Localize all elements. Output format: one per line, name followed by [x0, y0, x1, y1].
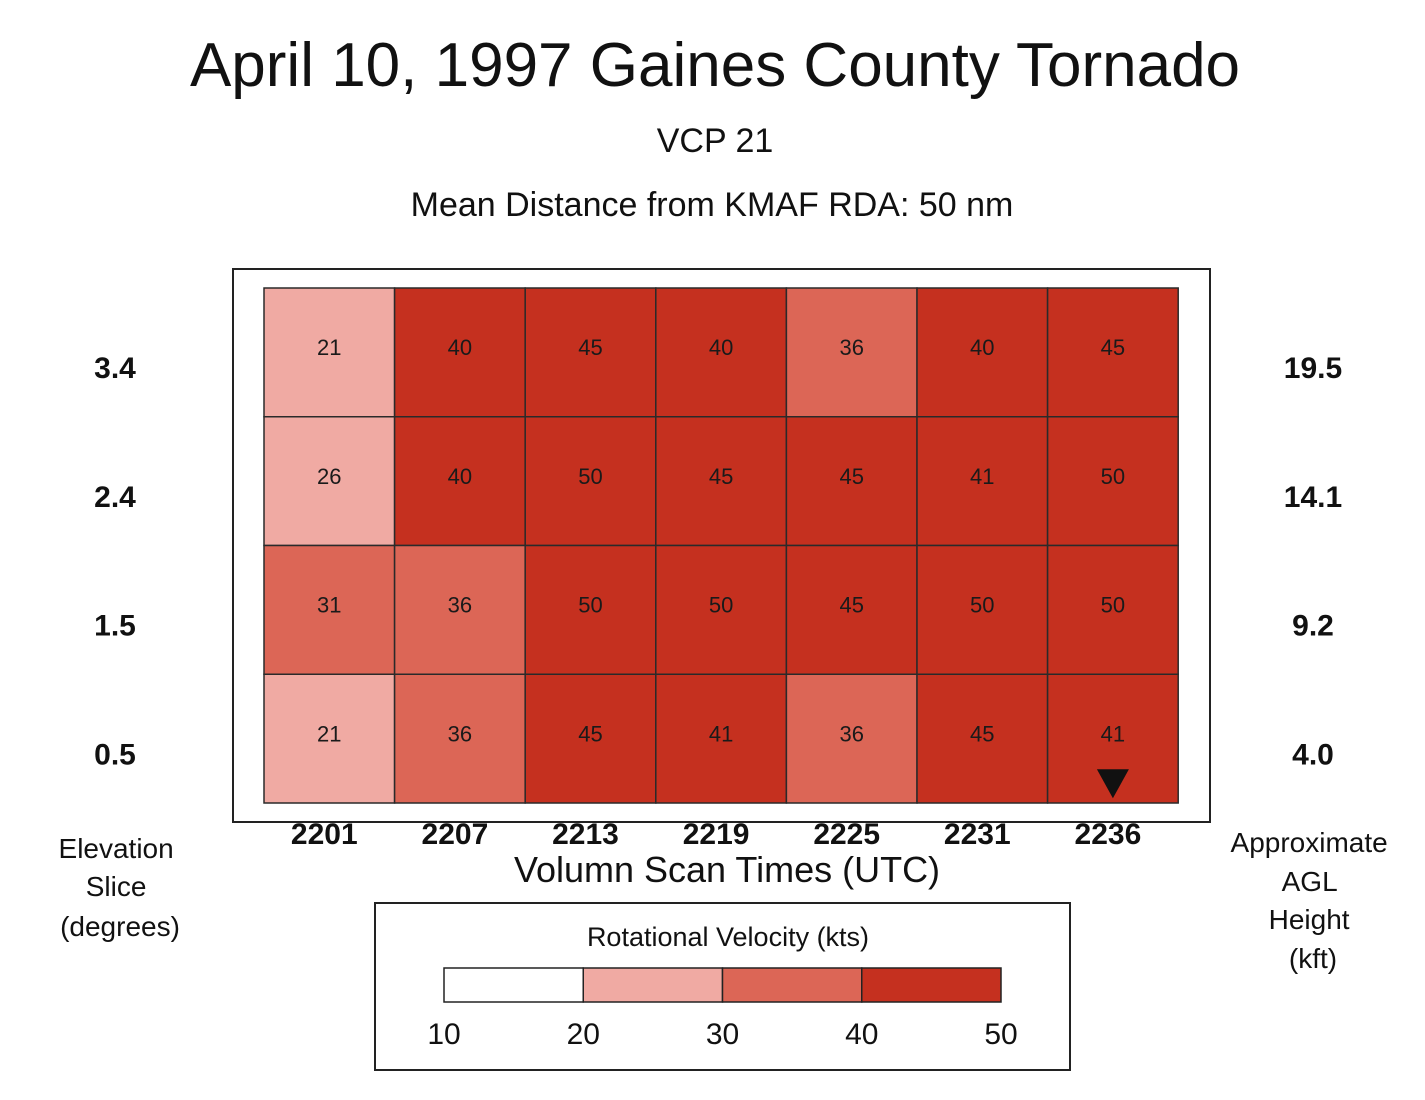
cell-value-label: 40 — [709, 335, 733, 360]
heatmap-cell — [785, 416, 918, 547]
y-axis-right-label-line: Height — [1269, 904, 1350, 935]
y-axis-left-label: Elevation Slice (degrees) — [59, 833, 182, 942]
y-axis-right-label-line: AGL — [1282, 866, 1337, 897]
legend-box — [374, 902, 1071, 1071]
legend-tick-label: 10 — [427, 1018, 460, 1051]
heatmap-cell — [785, 673, 918, 804]
cell-value-label: 36 — [448, 721, 472, 746]
y-axis-left-label-line: (degrees) — [60, 911, 180, 942]
heatmap-cell — [524, 416, 657, 547]
heatmap-cell — [263, 544, 396, 675]
y-left-tick-label: 3.4 — [94, 352, 136, 385]
cell-value-label: 31 — [317, 593, 341, 618]
heatmap-cell — [1046, 287, 1179, 418]
heatmap-cell — [1046, 544, 1179, 675]
legend-color-bin — [443, 967, 584, 1003]
cell-value-label: 50 — [709, 593, 733, 618]
heatmap-cell — [393, 544, 526, 675]
cell-value-label: 50 — [970, 593, 994, 618]
chart-title: April 10, 1997 Gaines County Tornado — [190, 31, 1240, 100]
x-tick-label: 2231 — [944, 818, 1011, 851]
y-axis-right-ticks: 19.5 14.1 9.2 4.0 — [1284, 352, 1342, 771]
heatmap-cells: 21 40 45 40 36 40 45 26 40 50 45 45 41 50 31 36 50 50 45 50… — [263, 287, 1179, 804]
heatmap-cell — [393, 416, 526, 547]
y-axis-left-label-line: Elevation — [59, 833, 174, 864]
legend-color-bin — [861, 967, 1002, 1003]
y-axis-right-label-line: Approximate — [1231, 827, 1388, 858]
y-axis-left-label-line: Slice — [86, 871, 147, 902]
cell-value-label: 50 — [1101, 464, 1125, 489]
x-axis-label: Volumn Scan Times (UTC) — [514, 849, 940, 890]
y-right-tick-label: 14.1 — [1284, 481, 1342, 514]
legend-color-bins — [443, 967, 1002, 1003]
cell-value-label: 41 — [1101, 721, 1125, 746]
y-axis-right-label: Approximate AGL Height (kft) — [1231, 827, 1396, 974]
cell-value-label: 50 — [578, 593, 602, 618]
legend-title: Rotational Velocity (kts) — [587, 922, 869, 952]
y-axis-left-ticks: 3.4 2.4 1.5 0.5 — [94, 352, 136, 771]
x-tick-label: 2225 — [813, 818, 880, 851]
cell-value-label: 36 — [448, 593, 472, 618]
y-right-tick-label: 9.2 — [1292, 610, 1334, 643]
heatmap-cell — [655, 287, 788, 418]
cell-value-label: 45 — [970, 721, 994, 746]
y-axis-right-label-line: (kft) — [1289, 943, 1337, 974]
cell-value-label: 21 — [317, 335, 341, 360]
cell-value-label: 40 — [448, 464, 472, 489]
y-right-tick-label: 19.5 — [1284, 352, 1342, 385]
y-left-tick-label: 0.5 — [94, 738, 136, 771]
cell-value-label: 45 — [578, 335, 602, 360]
cell-value-label: 36 — [839, 721, 863, 746]
heatmap-cell — [655, 416, 788, 547]
heatmap-cell — [655, 673, 788, 804]
cell-value-label: 45 — [839, 593, 863, 618]
cell-value-label: 45 — [839, 464, 863, 489]
cell-value-label: 40 — [970, 335, 994, 360]
cell-value-label: 45 — [709, 464, 733, 489]
y-left-tick-label: 1.5 — [94, 610, 136, 643]
heatmap-cell — [393, 287, 526, 418]
legend-color-bin — [582, 967, 724, 1003]
cell-value-label: 36 — [839, 335, 863, 360]
cell-value-label: 26 — [317, 464, 341, 489]
legend-color-bin — [721, 967, 863, 1003]
x-tick-label: 2201 — [291, 818, 358, 851]
x-tick-label: 2236 — [1075, 818, 1142, 851]
legend-tick-label: 30 — [706, 1018, 739, 1051]
heatmap-cell — [916, 544, 1049, 675]
y-right-tick-label: 4.0 — [1292, 738, 1334, 771]
cell-value-label: 40 — [448, 335, 472, 360]
heatmap-cell — [1046, 416, 1179, 547]
heatmap-cell — [524, 544, 657, 675]
plot-frame — [232, 268, 1211, 823]
heatmap-cell — [393, 673, 526, 804]
tornado-marker-icon — [1096, 769, 1129, 799]
cell-value-label: 41 — [709, 721, 733, 746]
x-tick-label: 2219 — [683, 818, 750, 851]
legend-ticks: 10 20 30 40 50 — [427, 1018, 1017, 1051]
cell-value-label: 45 — [578, 721, 602, 746]
y-left-tick-label: 2.4 — [94, 481, 136, 514]
heatmap-cell — [655, 544, 788, 675]
x-tick-label: 2213 — [552, 818, 619, 851]
legend-tick-label: 40 — [845, 1018, 878, 1051]
cell-value-label: 50 — [1101, 593, 1125, 618]
heatmap-cell — [263, 416, 396, 547]
legend-tick-label: 20 — [567, 1018, 600, 1051]
cell-value-label: 41 — [970, 464, 994, 489]
heatmap-cell — [916, 287, 1049, 418]
cell-value-label: 45 — [1101, 335, 1125, 360]
heatmap-cell — [916, 416, 1049, 547]
cell-value-label: 21 — [317, 721, 341, 746]
legend-tick-label: 50 — [984, 1018, 1017, 1051]
heatmap-cell — [263, 673, 396, 804]
cell-value-label: 50 — [578, 464, 602, 489]
chart-subtitle-vcp: VCP 21 — [657, 122, 774, 160]
chart-subtitle-distance: Mean Distance from KMAF RDA: 50 nm — [411, 186, 1014, 224]
heatmap-cell — [916, 673, 1049, 804]
x-tick-label: 2207 — [422, 818, 489, 851]
x-axis-ticks: 2201 2207 2213 2219 2225 2231 2236 — [291, 818, 1141, 851]
